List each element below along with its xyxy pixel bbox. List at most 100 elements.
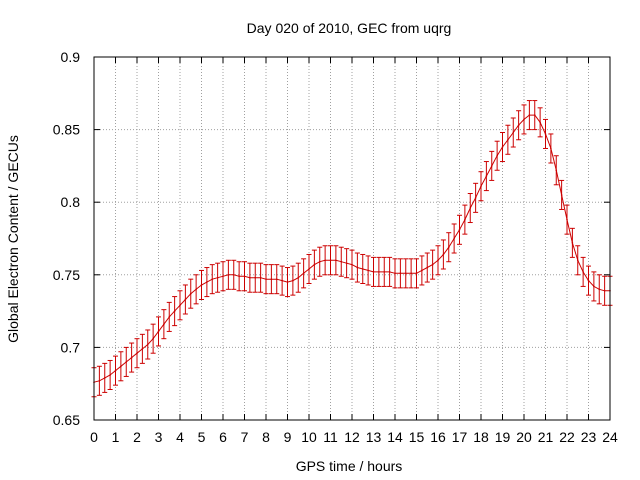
data-point bbox=[383, 271, 386, 273]
data-point bbox=[603, 289, 606, 292]
axis-ticks: 0 1 2 3 4 5 6 7 8 9 10 11 12 13 14 15 16 17 18 19 20 21 22 23 24… bbox=[53, 49, 618, 445]
error-bar bbox=[225, 259, 231, 290]
data-point bbox=[265, 278, 267, 280]
error-bar bbox=[333, 245, 339, 276]
data-point bbox=[480, 185, 482, 188]
error-bar bbox=[559, 179, 565, 210]
error-bar bbox=[306, 253, 312, 285]
error-bar bbox=[247, 262, 253, 293]
error-bar bbox=[290, 265, 296, 296]
error-bar bbox=[440, 239, 446, 270]
x-tick-label: 5 bbox=[198, 429, 206, 445]
x-tick-label: 7 bbox=[241, 429, 249, 445]
error-bar bbox=[322, 245, 328, 276]
data-point bbox=[136, 352, 138, 355]
error-bar bbox=[268, 264, 274, 295]
x-tick-label: 14 bbox=[387, 429, 403, 445]
data-point bbox=[539, 121, 541, 124]
data-point bbox=[302, 272, 305, 275]
data-point bbox=[98, 379, 101, 382]
error-bar bbox=[199, 269, 204, 300]
error-bar bbox=[129, 342, 135, 373]
data-point bbox=[555, 169, 558, 172]
error-bar bbox=[134, 338, 140, 369]
data-point bbox=[464, 218, 466, 221]
grid-lines bbox=[94, 57, 610, 420]
data-point bbox=[415, 272, 418, 275]
error-bar bbox=[317, 246, 323, 277]
data-series bbox=[91, 100, 613, 398]
error-bar bbox=[424, 252, 430, 283]
x-tick-label: 15 bbox=[409, 429, 425, 445]
x-tick-label: 1 bbox=[112, 429, 120, 445]
data-point bbox=[222, 275, 224, 278]
data-point bbox=[490, 165, 493, 167]
error-bar bbox=[419, 255, 425, 286]
error-bar bbox=[494, 140, 500, 171]
error-bar bbox=[526, 100, 532, 131]
error-bar bbox=[430, 249, 436, 280]
x-tick-label: 22 bbox=[559, 429, 575, 445]
error-bar bbox=[177, 290, 183, 321]
data-point bbox=[206, 281, 208, 283]
data-point bbox=[216, 276, 219, 279]
error-bar bbox=[328, 245, 333, 276]
y-tick-label: 0.75 bbox=[53, 267, 80, 283]
data-point bbox=[351, 263, 353, 266]
data-point bbox=[485, 175, 488, 177]
x-tick-label: 19 bbox=[495, 429, 511, 445]
error-bar bbox=[532, 100, 538, 131]
data-point bbox=[598, 288, 601, 291]
data-point bbox=[146, 343, 149, 346]
data-point bbox=[120, 365, 122, 368]
x-tick-label: 0 bbox=[90, 429, 98, 445]
error-bar bbox=[107, 359, 113, 391]
data-point bbox=[571, 242, 574, 244]
error-bar bbox=[473, 182, 479, 213]
data-point bbox=[329, 259, 332, 262]
error-bar bbox=[96, 365, 102, 396]
error-bar bbox=[586, 265, 591, 296]
error-bar bbox=[376, 256, 382, 287]
data-point bbox=[361, 268, 364, 270]
error-bar bbox=[435, 245, 441, 276]
x-tick-label: 20 bbox=[516, 429, 532, 445]
error-bar bbox=[295, 262, 301, 293]
error-bar bbox=[387, 256, 393, 287]
data-point bbox=[528, 114, 531, 116]
error-bar bbox=[596, 274, 602, 305]
error-bar bbox=[467, 192, 473, 224]
data-point bbox=[469, 207, 472, 209]
error-bar bbox=[279, 265, 285, 296]
data-point bbox=[313, 263, 316, 266]
data-point bbox=[103, 377, 106, 379]
chart-title: Day 020 of 2010, GEC from uqrg bbox=[247, 20, 452, 36]
error-bar bbox=[123, 346, 129, 377]
data-point bbox=[447, 246, 450, 249]
error-bar bbox=[602, 275, 608, 306]
x-tick-label: 6 bbox=[219, 429, 227, 445]
error-bar bbox=[354, 252, 360, 283]
x-tick-label: 3 bbox=[155, 429, 163, 445]
data-point bbox=[453, 237, 455, 240]
data-point bbox=[378, 271, 380, 273]
error-bar bbox=[457, 214, 462, 245]
data-point bbox=[335, 259, 337, 262]
error-bar bbox=[403, 258, 409, 289]
data-point bbox=[512, 131, 515, 134]
data-point bbox=[533, 114, 536, 116]
error-bar bbox=[113, 355, 118, 386]
error-bar bbox=[311, 249, 317, 280]
error-bar bbox=[252, 262, 258, 293]
error-bar bbox=[489, 150, 495, 181]
error-bar bbox=[172, 296, 178, 327]
data-point bbox=[157, 330, 160, 333]
x-tick-label: 2 bbox=[133, 429, 141, 445]
x-tick-label: 9 bbox=[284, 429, 292, 445]
data-point bbox=[227, 274, 230, 276]
data-point bbox=[249, 276, 251, 279]
error-bar bbox=[360, 253, 366, 285]
data-point bbox=[130, 356, 133, 359]
data-point bbox=[550, 147, 552, 150]
